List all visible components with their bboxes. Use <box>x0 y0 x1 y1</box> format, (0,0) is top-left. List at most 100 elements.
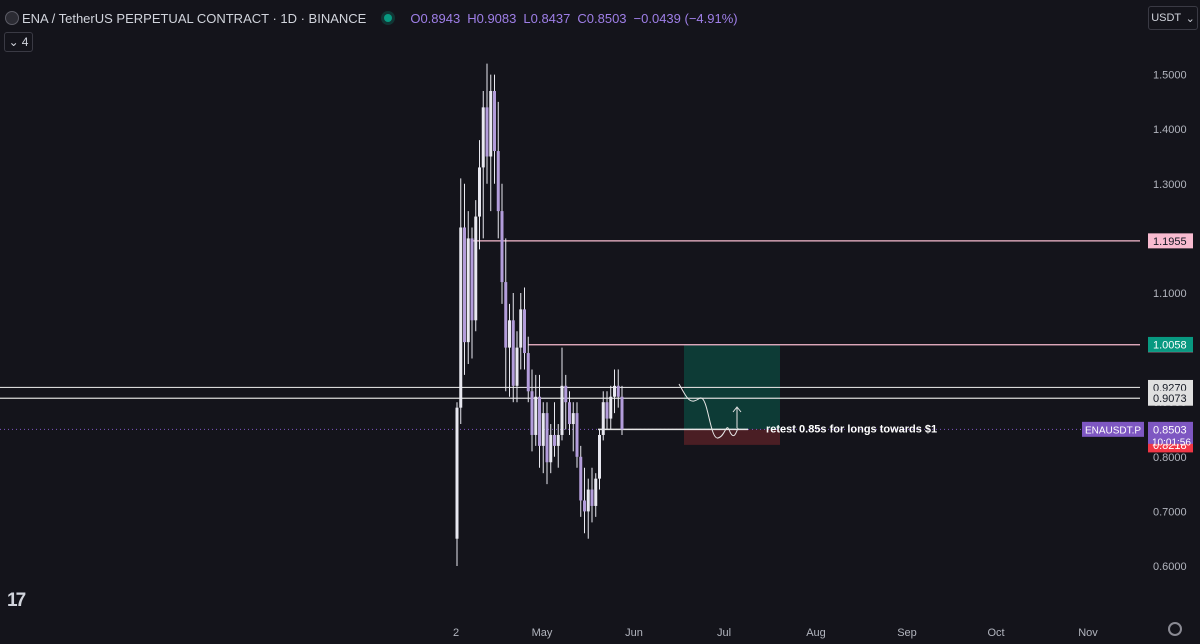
candle-body <box>496 151 500 212</box>
candle-body <box>545 413 549 463</box>
x-tick-label: Jun <box>625 627 643 639</box>
candle-body <box>594 478 598 506</box>
candle-body <box>590 489 594 506</box>
candle-body <box>601 402 605 435</box>
y-tick-label: 1.5000 <box>1153 70 1187 82</box>
last-price-label-bg <box>1148 421 1193 444</box>
candle <box>586 478 590 539</box>
candle-body <box>474 216 478 321</box>
candle-body <box>613 385 616 397</box>
candle-body <box>478 167 481 217</box>
indicator-count: 4 <box>21 35 29 49</box>
annotation-text: retest 0.85s for longs towards $1 <box>766 423 937 435</box>
level-price-label: 0.9073 <box>1153 393 1187 405</box>
candle <box>493 74 496 184</box>
candle-body <box>459 227 463 408</box>
candle-body <box>481 107 485 168</box>
candle <box>620 385 624 435</box>
candle <box>564 374 568 430</box>
candle <box>541 402 545 474</box>
currency-select[interactable]: USDT ⌄ <box>1148 6 1198 30</box>
candle <box>545 402 549 485</box>
y-tick-label: 1.1000 <box>1153 288 1187 300</box>
candle-body <box>530 391 534 435</box>
candle-body <box>455 407 459 539</box>
candle-body <box>511 320 515 386</box>
candle <box>609 385 613 430</box>
y-tick-label: 0.8000 <box>1153 452 1187 464</box>
candle <box>496 101 500 239</box>
candle <box>523 287 526 370</box>
candle-body <box>466 238 470 343</box>
projection-arrow-icon <box>732 406 742 428</box>
x-tick-label: Oct <box>987 627 1004 639</box>
candle-body <box>564 385 568 403</box>
candle-body <box>489 90 493 157</box>
open-value: O0.8943 <box>410 10 461 26</box>
candle-body <box>560 385 564 435</box>
x-tick-label: Jul <box>717 627 731 639</box>
candle-body <box>575 413 579 457</box>
candle <box>553 402 556 457</box>
market-open-icon <box>384 14 393 22</box>
candle-body <box>493 90 496 152</box>
indicators-toggle-button[interactable]: ⌄ 4 <box>4 32 33 52</box>
last-price-label: 0.8503 <box>1153 424 1187 436</box>
chart-header: ENA / TetherUS PERPETUAL CONTRACT · 1D ·… <box>0 4 738 32</box>
candle <box>583 467 586 534</box>
candle-body <box>620 396 624 430</box>
candle <box>526 336 530 403</box>
candle <box>598 429 601 490</box>
candle-body <box>523 309 526 354</box>
level-label-bg <box>1148 233 1193 249</box>
candle <box>508 303 511 397</box>
candle <box>470 227 474 359</box>
y-tick-label: 1.3000 <box>1153 179 1187 191</box>
bar-countdown: 10:01:56 <box>1152 437 1191 448</box>
candle-body <box>586 489 590 512</box>
candle-body <box>463 227 466 343</box>
candle <box>590 467 594 523</box>
candle-body <box>571 413 575 425</box>
candle <box>556 424 560 468</box>
candle <box>478 140 481 250</box>
axis-price-label-bg <box>1148 336 1193 352</box>
candle-body <box>470 238 474 321</box>
chevron-down-icon: ⌄ <box>1185 12 1195 25</box>
candle <box>568 391 571 435</box>
ticker-label-bg <box>1082 421 1144 437</box>
candle <box>594 473 598 517</box>
candle-body <box>515 347 519 386</box>
level-label-bg <box>1148 390 1193 406</box>
candle-body <box>538 396 541 446</box>
y-tick-label: 0.6000 <box>1153 561 1187 573</box>
settings-gear-icon[interactable] <box>1168 622 1182 636</box>
candle-body <box>568 402 571 425</box>
candle <box>519 293 523 370</box>
candle <box>605 391 609 430</box>
candle <box>474 200 478 332</box>
symbol-title[interactable]: ENA / TetherUS PERPETUAL CONTRACT · 1D ·… <box>22 10 367 26</box>
close-value: C0.8503 <box>577 10 627 26</box>
candle-body <box>541 413 545 446</box>
candle <box>504 238 508 392</box>
candle <box>466 211 470 364</box>
candle <box>459 178 463 425</box>
candle <box>489 74 493 212</box>
candle <box>549 424 553 474</box>
candle-body <box>609 396 613 419</box>
tradingview-logo-icon[interactable]: 17 <box>7 590 26 611</box>
candle <box>560 347 564 441</box>
candle-body <box>583 500 586 512</box>
high-value: H0.9083 <box>467 10 517 26</box>
x-tick-label: May <box>532 627 553 639</box>
change-value: −0.0439 (−4.91%) <box>633 10 738 26</box>
candle-body <box>500 211 504 283</box>
candle <box>538 374 541 468</box>
candle <box>530 369 534 452</box>
x-tick-label: 2 <box>453 627 459 639</box>
level-price-label: 1.1955 <box>1153 236 1187 248</box>
y-tick-label: 1.4000 <box>1153 124 1187 136</box>
candle <box>613 369 616 414</box>
